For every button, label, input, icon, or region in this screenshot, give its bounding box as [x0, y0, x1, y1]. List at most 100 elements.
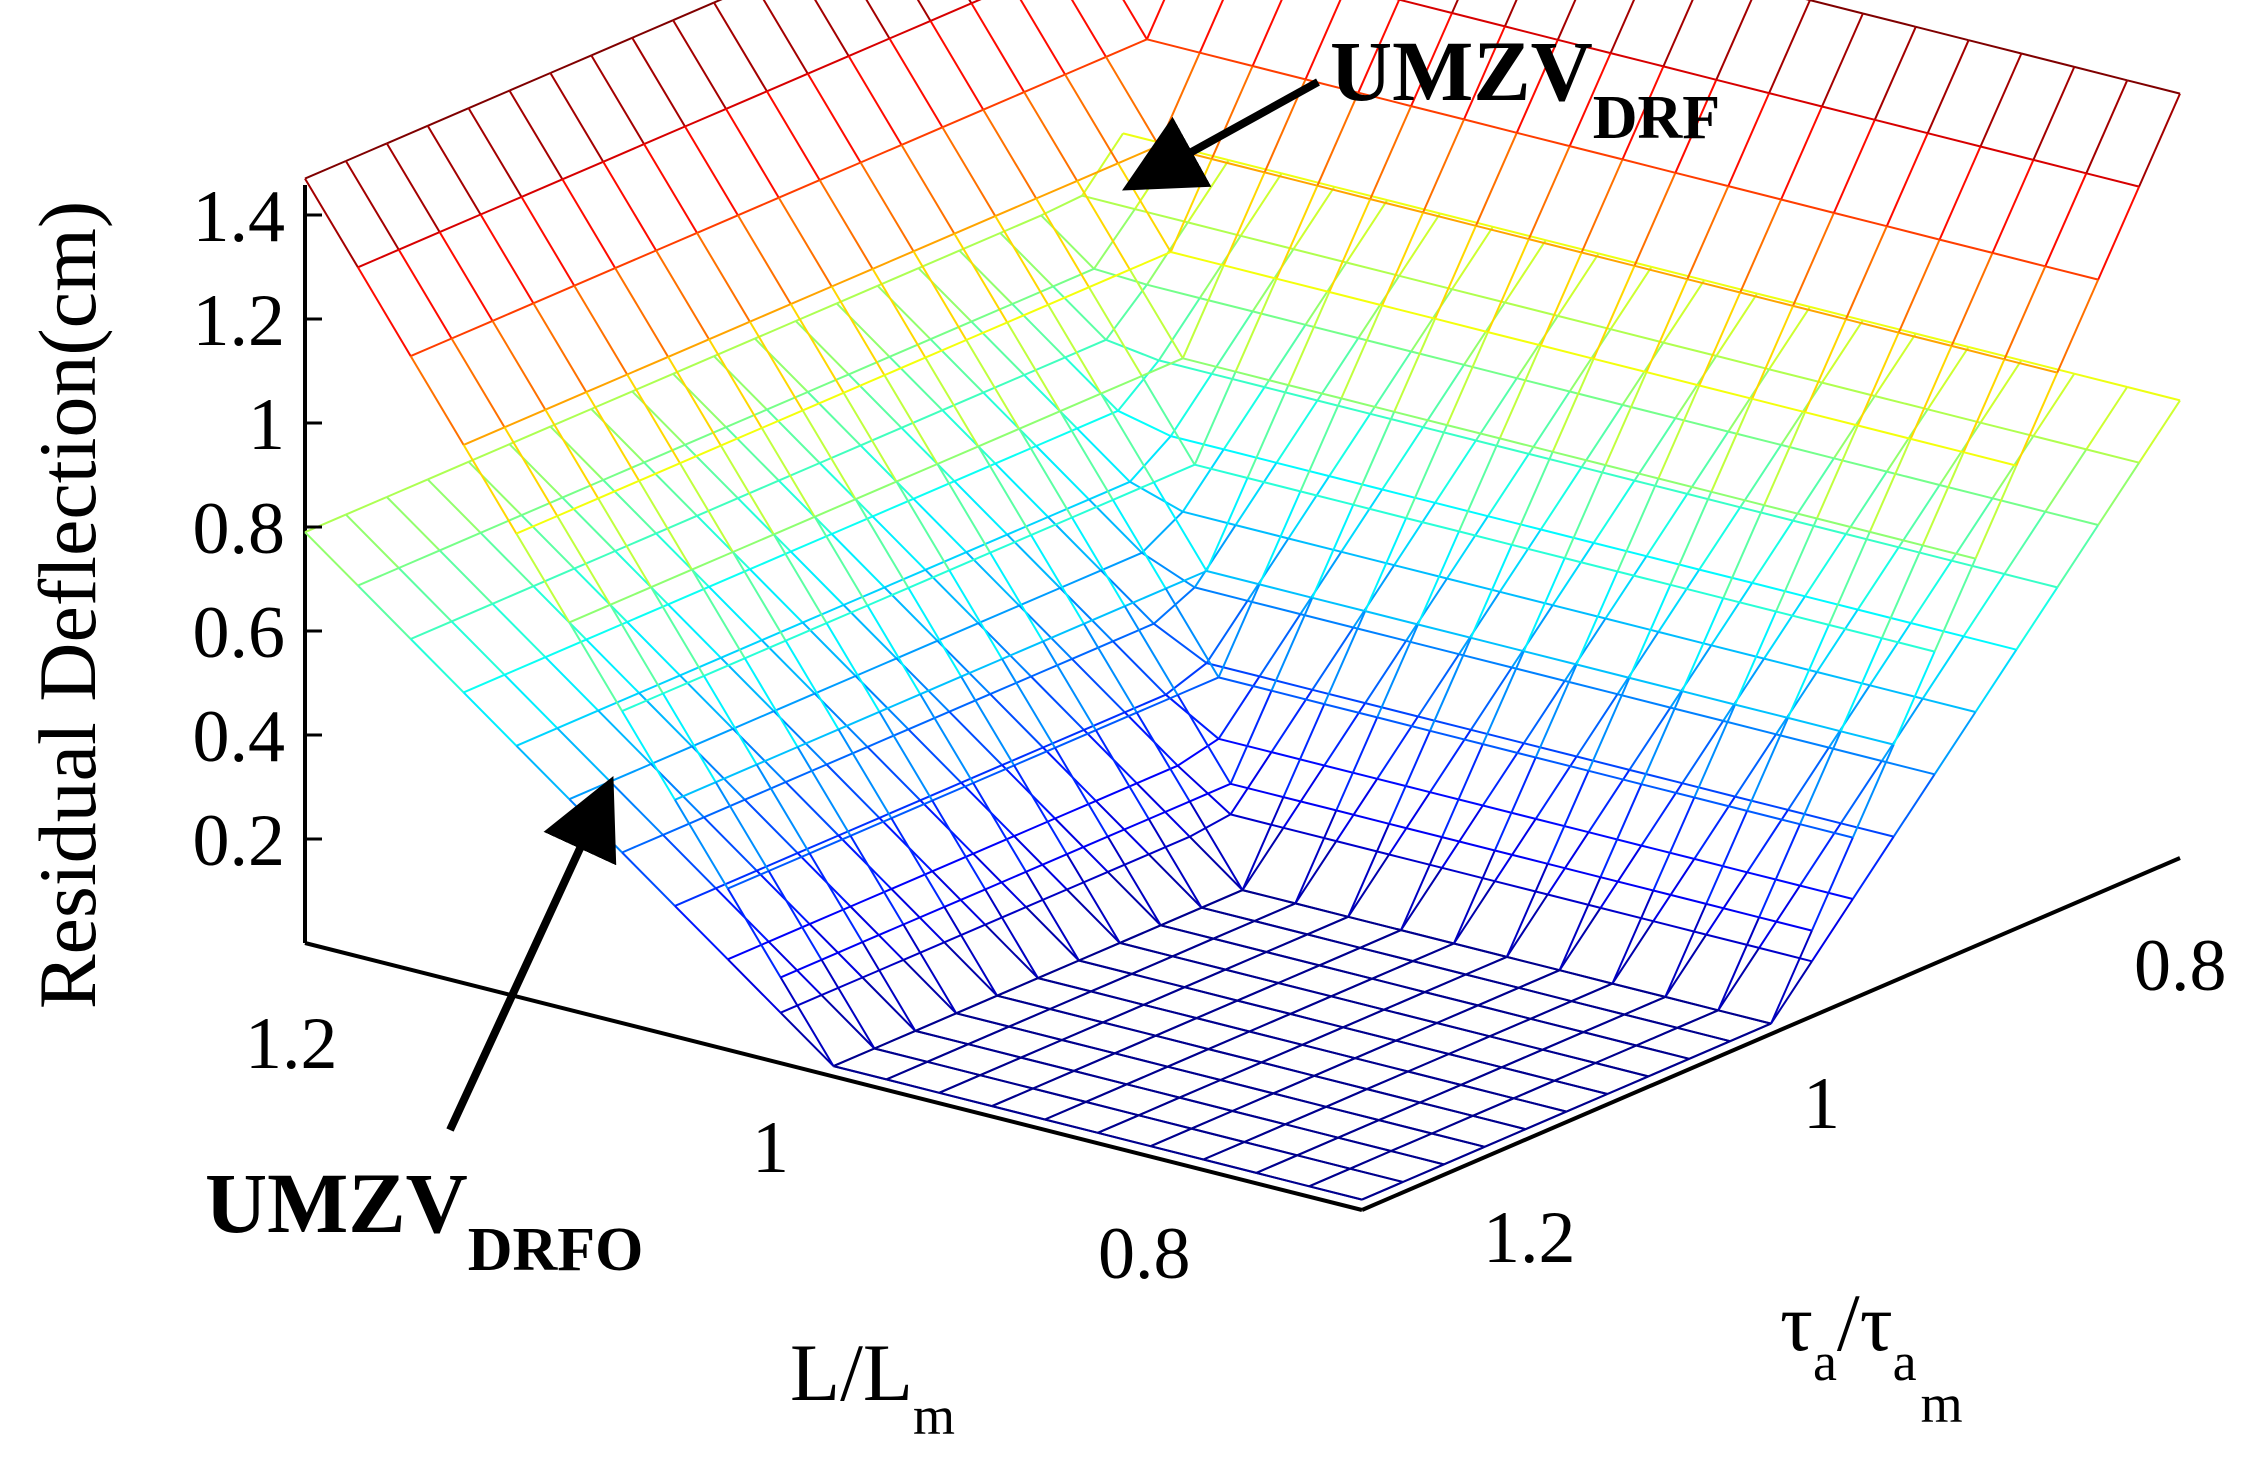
- umzv-drf-mesh-line: [1624, 995, 1666, 1016]
- umzv-drfo-mesh-line: [1770, 960, 1813, 1025]
- umzv-drf-mesh-line: [1787, 624, 1830, 719]
- umzv-drfo-mesh-line: [545, 638, 587, 659]
- umzv-drf-mesh-line: [1600, 876, 1654, 892]
- umzv-drf-mesh-line: [749, 321, 804, 411]
- umzv-drf-mesh-line: [1095, 711, 1138, 732]
- umzv-drf-mesh-line: [913, 232, 955, 253]
- umzv-drf-mesh-line: [1129, 251, 1172, 271]
- umzv-drf-mesh-line: [886, 1078, 940, 1094]
- umzv-drf-mesh-line: [1105, 38, 1148, 58]
- umzv-drf-mesh-line: [1556, 0, 1577, 41]
- umzv-drfo-mesh-line: [1792, 519, 1847, 535]
- umzv-drf-mesh-line: [1635, 1026, 1678, 1047]
- x-tick-label: 1: [752, 1107, 789, 1189]
- umzv-drfo-mesh-line: [1105, 338, 1160, 362]
- umzv-drf-mesh-line: [1664, 903, 1708, 998]
- umzv-drf-mesh-line: [808, 852, 864, 943]
- umzv-drf-mesh-line: [1035, 197, 1090, 288]
- umzv-drf-mesh-line: [1513, 1079, 1555, 1100]
- umzv-drfo-mesh-line: [1241, 827, 1285, 891]
- umzv-drfo-mesh-line: [999, 232, 1054, 288]
- umzv-drfo-mesh-line: [426, 478, 482, 534]
- umzv-drf-mesh-line: [970, 2, 1026, 93]
- umzv-drfo-mesh-line: [866, 746, 922, 802]
- umzv-drf-mesh-line: [1551, 358, 1595, 453]
- umzv-drfo-mesh-line: [573, 567, 628, 623]
- umzv-drfo-mesh-line: [1177, 737, 1220, 767]
- z-ticks: 0.2 0.4 0.6 0.8 1 1.2 1.4: [193, 176, 322, 882]
- umzv-drfo-mesh-line: [1388, 853, 1443, 869]
- umzv-drf-mesh-line: [1071, 516, 1126, 607]
- umzv-drf-mesh-line: [1546, 770, 1590, 865]
- umzv-drfo-mesh-line: [597, 709, 652, 765]
- umzv-drfo-mesh-line: [732, 710, 775, 730]
- umzv-drfo-mesh-line: [1868, 622, 1912, 686]
- umzv-drf-mesh-line: [1030, 534, 1085, 625]
- umzv-drf-mesh-line: [1880, 544, 1924, 639]
- umzv-drf-mesh-line: [1294, 809, 1338, 904]
- umzv-drf-mesh-line: [1799, 730, 1842, 825]
- umzv-drfo-mesh-line: [802, 604, 844, 624]
- umzv-drfo-mesh-line: [984, 906, 1027, 926]
- umzv-drfo-mesh-line: [977, 604, 1020, 625]
- umzv-drf-mesh-line: [1768, 0, 1811, 94]
- umzv-drfo-mesh-line: [602, 479, 657, 535]
- umzv-drf-mesh-line: [1950, 252, 1994, 347]
- umzv-drf-mesh-line: [942, 108, 984, 129]
- umzv-drf-mesh-line: [1518, 969, 1560, 989]
- umzv-drfo-mesh-line: [631, 372, 674, 393]
- umzv-drfo-mesh-line: [982, 391, 1037, 447]
- umzv-drf-mesh-line: [948, 551, 991, 572]
- umzv-drfo-mesh-line: [1528, 452, 1582, 469]
- umzv-drf-mesh-line: [1135, 712, 1191, 802]
- umzv-drf-mesh-line: [1323, 610, 1367, 705]
- umzv-drfo-mesh-line: [1052, 267, 1095, 288]
- umzv-drf-mesh-line: [1378, 1119, 1433, 1135]
- umzv-drfo-mesh-line: [876, 285, 932, 340]
- umzv-drf-mesh-line: [1232, 1110, 1286, 1126]
- umzv-drf-mesh-line: [1775, 518, 1818, 612]
- umzv-drf-mesh-line: [1576, 663, 1630, 679]
- umzv-drf-mesh-line: [874, 1047, 928, 1063]
- umzv-drf-mesh-line: [2086, 172, 2140, 188]
- umzv-drf-mesh-line: [1472, 1097, 1515, 1117]
- umzv-drfo-mesh-line: [1165, 662, 1208, 696]
- umzv-drf-mesh-line: [1595, 1044, 1637, 1064]
- umzv-drf-mesh-line: [691, 551, 734, 571]
- umzv-drf-mesh-line: [1780, 106, 1823, 200]
- umzv-drf-mesh-line: [1066, 835, 1109, 856]
- x-axis-title-sub: m: [913, 1386, 955, 1446]
- umzv-drf-mesh-line: [908, 569, 950, 589]
- umzv-drfo-mesh-line: [1334, 185, 1388, 202]
- umzv-drfo-mesh-line: [515, 745, 571, 800]
- umzv-drfo-mesh-line: [1475, 377, 1518, 442]
- umzv-drf-mesh-line: [1412, 942, 1455, 963]
- umzv-drf-mesh-line: [772, 533, 828, 624]
- umzv-drf-mesh-line: [773, 515, 816, 536]
- umzv-drfo-mesh-line: [1575, 693, 1619, 758]
- umzv-drf-mesh-line: [1542, 1031, 1584, 1051]
- y-tick-label: 0.8: [2134, 925, 2227, 1007]
- umzv-drf-mesh-line: [590, 36, 633, 57]
- umzv-drf-mesh-line: [960, 658, 1003, 678]
- umzv-drf-mesh-line: [480, 195, 522, 216]
- umzv-drfo-mesh-line: [1088, 498, 1143, 554]
- surface-umzv-drfo: [304, 132, 2181, 1201]
- umzv-drfo-mesh-line: [1198, 235, 1242, 299]
- umzv-drf-mesh-line: [1189, 782, 1231, 803]
- umzv-drf-mesh-line: [994, 215, 1049, 306]
- umzv-drf-mesh-line: [1342, 1008, 1385, 1029]
- umzv-drf-mesh-line: [1886, 225, 1940, 241]
- umzv-drf-mesh-line: [1410, 12, 1453, 107]
- y-tick-label: 1: [1803, 1063, 1840, 1145]
- umzv-drf-mesh-line: [1076, 162, 1119, 182]
- umzv-drf-mesh-line: [1023, 73, 1066, 94]
- umzv-drfo-mesh-line: [708, 568, 751, 588]
- umzv-drfo-mesh-line: [1910, 622, 1964, 638]
- umzv-drf-mesh-line: [1828, 623, 1883, 640]
- umzv-drfo-mesh-line: [708, 586, 763, 641]
- umzv-drf-mesh-line: [1177, 676, 1219, 696]
- umzv-drf-mesh-line: [855, 480, 897, 501]
- umzv-drfo-mesh-line: [737, 497, 792, 553]
- umzv-drfo-mesh-line: [2004, 573, 2058, 589]
